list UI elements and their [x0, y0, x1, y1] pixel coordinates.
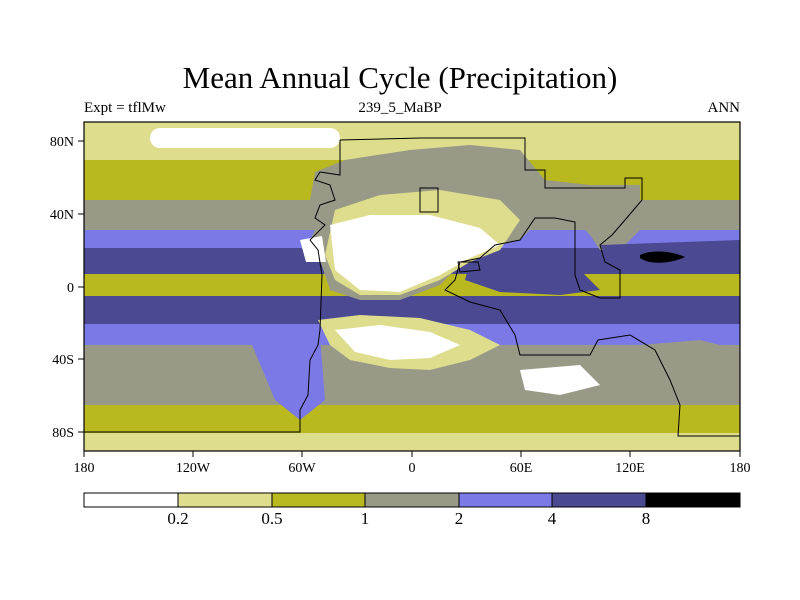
lon-tick-60e: 60E — [510, 461, 533, 476]
colorbar — [83, 492, 741, 508]
colorbar-bin-0.2-0.5 — [177, 492, 273, 508]
outline-islet — [457, 261, 481, 273]
colorbar-bin-0.5-1 — [271, 492, 366, 508]
southern-dry-patch — [520, 365, 600, 395]
continent-outlines — [84, 137, 740, 437]
plot-title: Mean Annual Cycle (Precipitation) — [182, 60, 618, 95]
lat-tick-marks — [78, 140, 84, 433]
east-southern-gray — [640, 340, 740, 400]
south-continent-desert — [335, 325, 460, 360]
lon-tick-marks — [83, 451, 741, 457]
max-precip-core — [640, 251, 685, 263]
lon-tick-180w: 180 — [74, 461, 95, 476]
outline-west — [84, 140, 341, 433]
lon-tick-180e: 180 — [730, 461, 751, 476]
lat-tick-40n: 40N — [50, 208, 74, 223]
precipitation-field — [84, 122, 740, 451]
colorbar-label-2: 2 — [455, 509, 464, 528]
colorbar-bin-1-2 — [364, 492, 460, 508]
lon-tick-0: 0 — [409, 461, 416, 476]
colorbar-label-8: 8 — [642, 509, 651, 528]
experiment-label: Expt = tflMw — [84, 100, 166, 116]
outline-north-east — [339, 137, 740, 437]
colorbar-label-0.2: 0.2 — [167, 509, 188, 528]
colorbar-bin-4-8 — [551, 492, 647, 508]
arctic-dry-patch — [150, 128, 340, 148]
band-south-light — [84, 433, 740, 451]
colorbar-label-4: 4 — [548, 509, 557, 528]
lon-tick-120e: 120E — [615, 461, 645, 476]
colorbar-bin-2-4 — [458, 492, 553, 508]
lat-tick-80s: 80S — [52, 426, 74, 441]
lat-tick-80n: 80N — [50, 135, 74, 150]
outline-island — [419, 187, 439, 213]
east-continent-wet — [465, 258, 600, 295]
lon-tick-120w: 120W — [176, 461, 211, 476]
lat-tick-0: 0 — [67, 281, 74, 296]
lat-tick-40s: 40S — [52, 353, 74, 368]
time-period-label: 239_5_MaBP — [358, 100, 442, 116]
west-coast-dry — [300, 236, 326, 262]
lon-tick-60w: 60W — [288, 461, 316, 476]
east-ocean-wet — [600, 240, 740, 262]
colorbar-bin-above-8 — [645, 492, 741, 508]
season-label: ANN — [707, 100, 741, 116]
colorbar-label-0.5: 0.5 — [261, 509, 282, 528]
north-continent-desert — [330, 215, 500, 292]
colorbar-label-1: 1 — [361, 509, 370, 528]
colorbar-bin-below-0.2 — [83, 492, 179, 508]
band-south-olive — [84, 405, 740, 433]
